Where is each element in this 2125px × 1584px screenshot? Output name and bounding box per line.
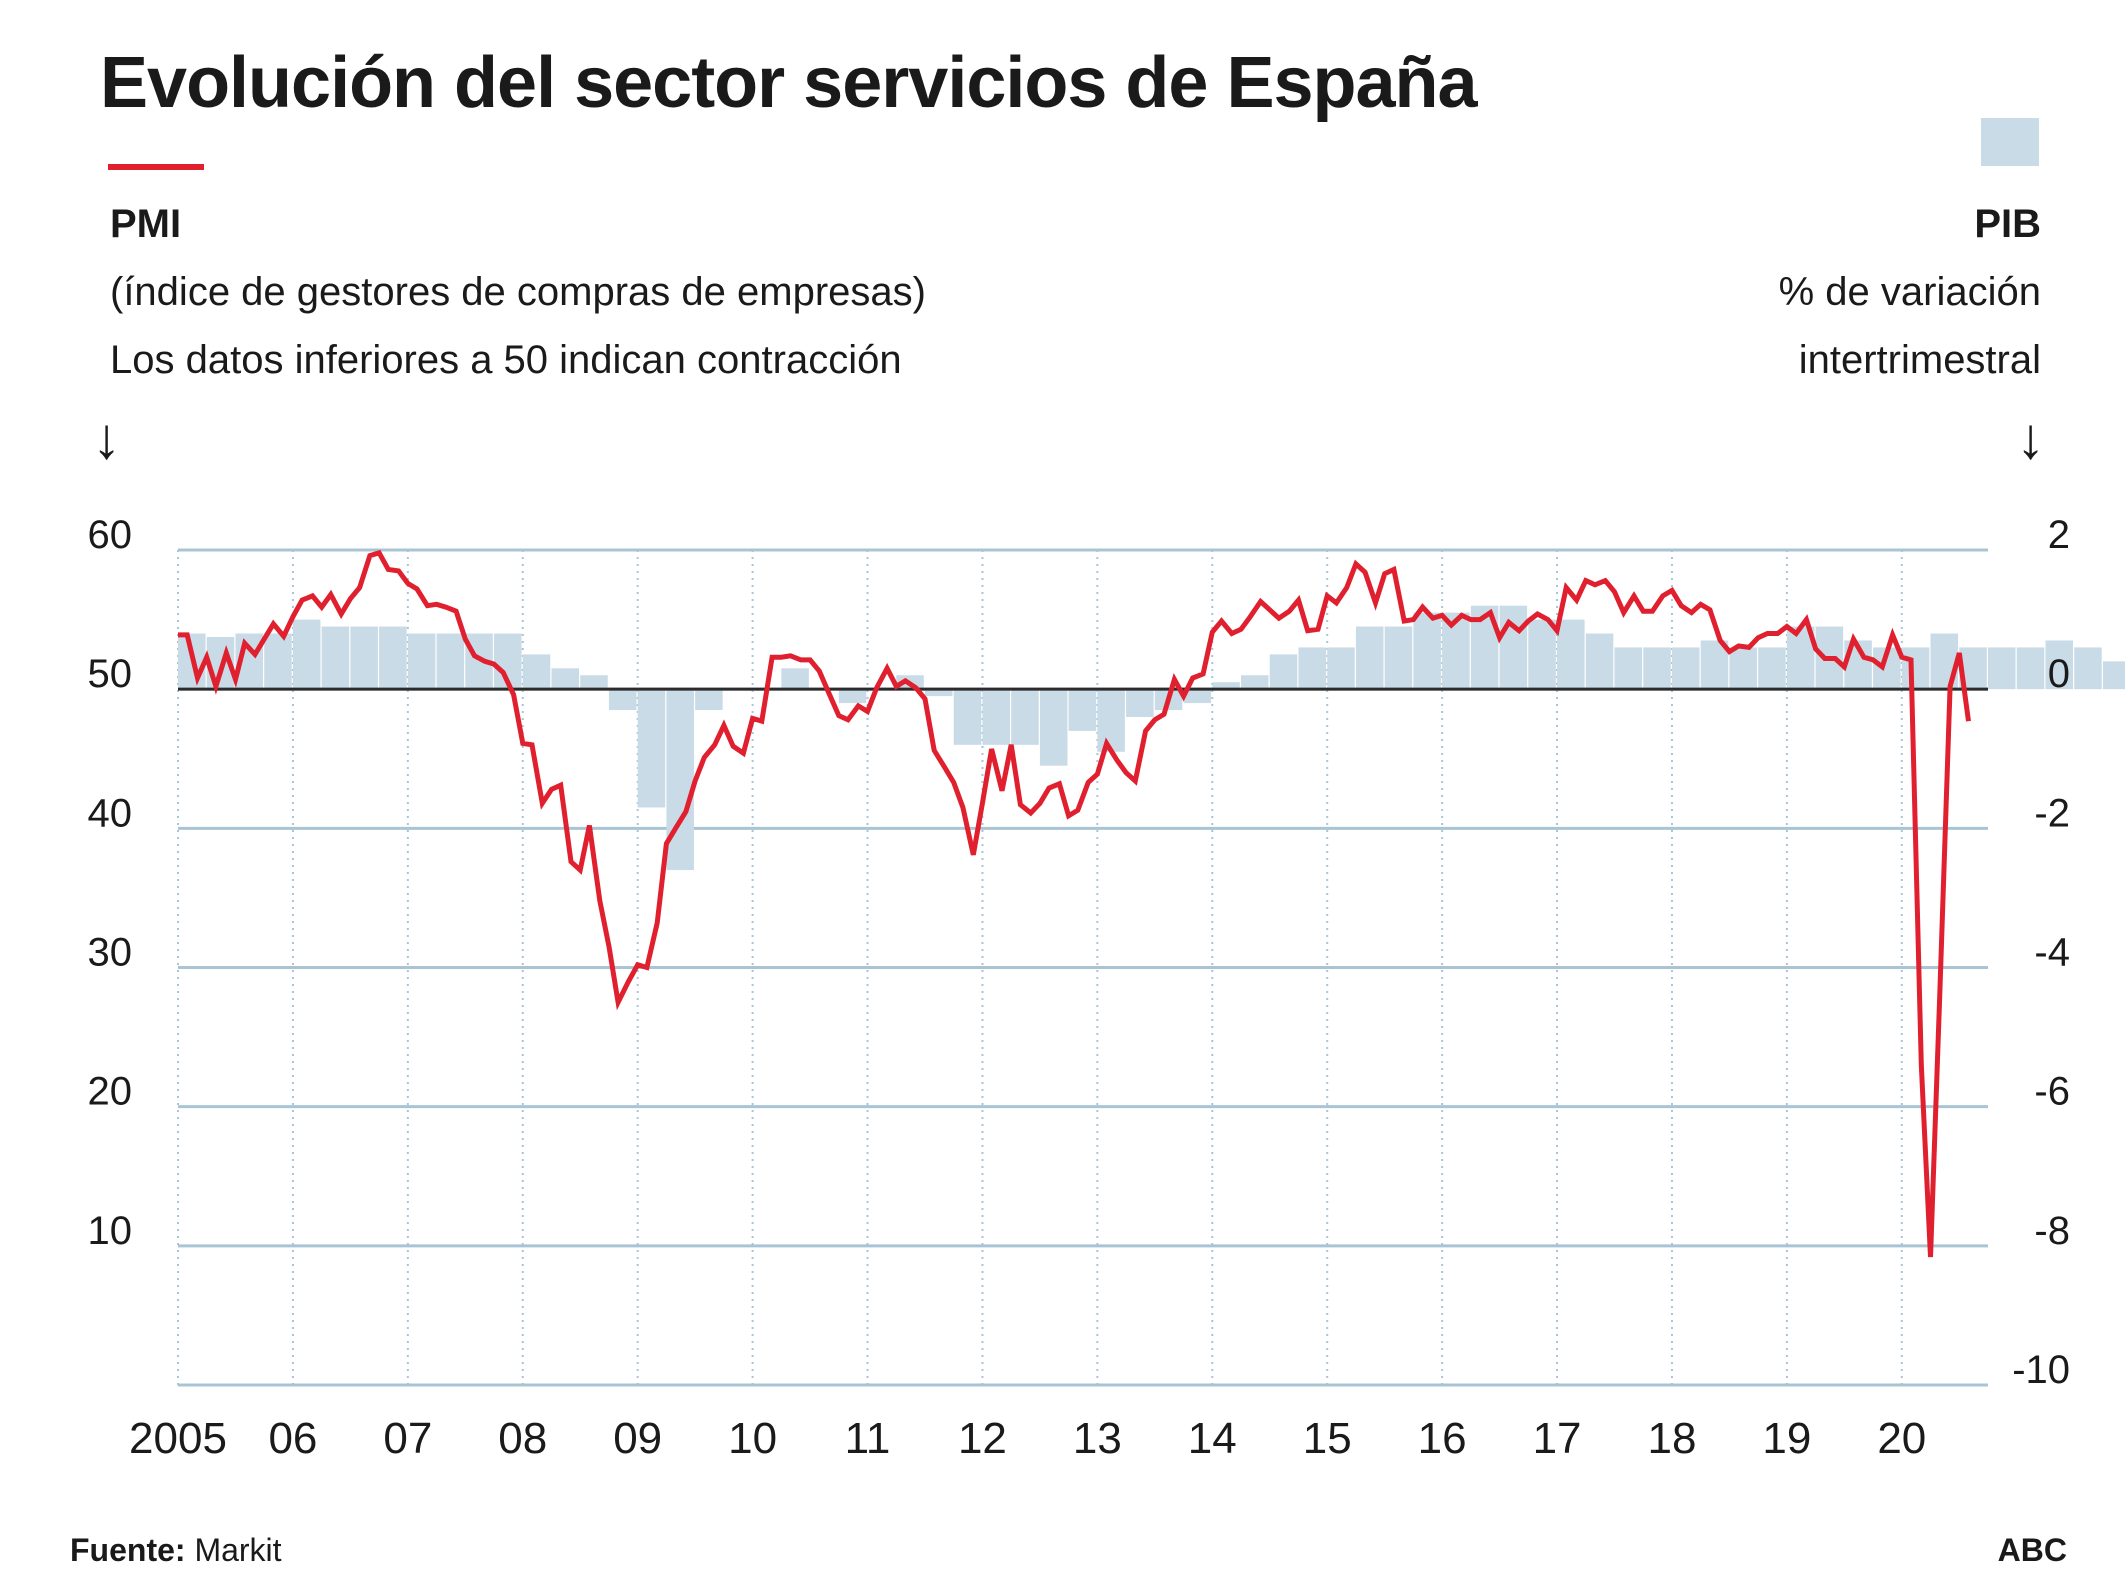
brand-logo-text: ABC — [1997, 1532, 2067, 1568]
pib-bar — [953, 689, 982, 745]
pmi-line — [178, 549, 1971, 1258]
pib-bar — [1614, 647, 1643, 690]
pib-bar — [1671, 647, 1700, 690]
y-right-tick-label: -6 — [2034, 1070, 2070, 1114]
pib-bar — [407, 633, 436, 690]
pib-bar — [551, 668, 580, 690]
pib-axis-description: % de variación — [1778, 270, 2041, 314]
pib-legend-swatch — [1981, 118, 2039, 166]
pib-bar — [350, 626, 378, 690]
pib-bar — [1039, 689, 1068, 766]
pib-bar — [1241, 675, 1269, 690]
y-left-tick-label: 50 — [88, 652, 133, 696]
x-tick-label: 2005 — [129, 1414, 227, 1463]
pib-bar — [1126, 689, 1154, 717]
source-note: Fuente: Markit — [70, 1532, 282, 1569]
x-tick-label: 13 — [1073, 1414, 1122, 1463]
pib-bar — [1183, 689, 1212, 704]
pib-bar — [1212, 682, 1240, 690]
y-right-tick-label: 0 — [2048, 652, 2070, 696]
pib-bar — [522, 654, 551, 690]
y-left-tick-label: 30 — [88, 931, 133, 975]
x-tick-label: 16 — [1418, 1414, 1467, 1463]
pib-bar — [2074, 647, 2102, 690]
pib-bar — [264, 633, 292, 690]
pib-bar — [2102, 661, 2125, 690]
x-tick-label: 09 — [613, 1414, 662, 1463]
pib-bar — [1269, 654, 1298, 690]
pib-bar — [1557, 619, 1585, 690]
x-tick-label: 14 — [1188, 1414, 1237, 1463]
pib-axis-heading: PIB — [1974, 202, 2041, 246]
pib-bar — [1068, 689, 1097, 731]
y-right-tick-label: 2 — [2048, 513, 2070, 557]
pib-bar — [924, 689, 953, 697]
pib-bar — [666, 689, 694, 871]
pib-bar — [608, 689, 637, 711]
x-tick-label: 20 — [1877, 1414, 1926, 1463]
y-right-tick-label: -10 — [2012, 1348, 2070, 1392]
y-left-tick-label: 20 — [88, 1070, 133, 1114]
x-tick-label: 18 — [1647, 1414, 1696, 1463]
source-value: Markit — [194, 1532, 282, 1568]
pib-bar — [1442, 612, 1470, 690]
pib-bar — [637, 689, 666, 808]
pib-bar — [1499, 605, 1528, 690]
x-tick-label: 17 — [1533, 1414, 1582, 1463]
pib-bar — [2016, 647, 2045, 690]
y-left-tick-label: 10 — [88, 1209, 133, 1253]
x-tick-label: 15 — [1303, 1414, 1352, 1463]
pib-bar — [1413, 612, 1441, 690]
pib-bar — [1758, 647, 1786, 690]
pib-bar — [1700, 640, 1729, 690]
pib-bar — [1988, 647, 2016, 690]
pib-bar — [982, 689, 1010, 745]
pib-bar — [1901, 647, 1930, 690]
pib-bar — [838, 689, 867, 704]
x-tick-label: 11 — [845, 1414, 891, 1463]
pmi-legend-swatch — [108, 164, 204, 170]
chart-title: Evolución del sector servicios de España — [100, 43, 1478, 123]
pmi-axis-heading: PMI — [110, 202, 182, 246]
x-tick-label: 19 — [1762, 1414, 1811, 1463]
pib-bar — [1355, 626, 1384, 690]
pib-bar — [1643, 647, 1671, 690]
arrow-down-icon: ↓ — [92, 406, 121, 471]
x-tick-label: 12 — [958, 1414, 1007, 1463]
pib-bar — [1528, 619, 1556, 690]
arrow-down-icon: ↓ — [2016, 406, 2045, 471]
pib-axis-description-2: intertrimestral — [1798, 338, 2041, 382]
y-left-tick-label: 40 — [88, 791, 133, 835]
y-right-tick-label: -4 — [2034, 931, 2070, 975]
x-tick-label: 07 — [383, 1414, 432, 1463]
y-right-tick-label: -8 — [2034, 1209, 2070, 1253]
pib-bar — [1327, 647, 1355, 690]
pib-bar — [695, 689, 723, 711]
pmi-axis-description: (índice de gestores de compras de empres… — [110, 270, 926, 314]
x-tick-label: 06 — [268, 1414, 317, 1463]
pib-bar — [781, 668, 809, 690]
pib-bar — [2045, 640, 2073, 690]
pib-bar — [379, 626, 407, 690]
pib-bar — [436, 633, 465, 690]
pib-bar — [1585, 633, 1614, 690]
x-tick-label: 08 — [498, 1414, 547, 1463]
pib-bar — [1011, 689, 1039, 745]
pib-bar — [1097, 689, 1125, 752]
y-left-tick-label: 60 — [88, 513, 133, 557]
pib-bar — [1384, 626, 1413, 690]
pib-bar — [321, 626, 350, 690]
pib-bar — [1298, 647, 1327, 690]
pmi-axis-note: Los datos inferiores a 50 indican contra… — [110, 338, 902, 382]
pib-bar — [580, 675, 608, 690]
x-tick-label: 10 — [728, 1414, 777, 1463]
source-label: Fuente: — [70, 1532, 186, 1568]
y-right-tick-label: -2 — [2034, 791, 2070, 835]
pib-bar — [1729, 647, 1757, 690]
pib-bar — [292, 619, 321, 690]
